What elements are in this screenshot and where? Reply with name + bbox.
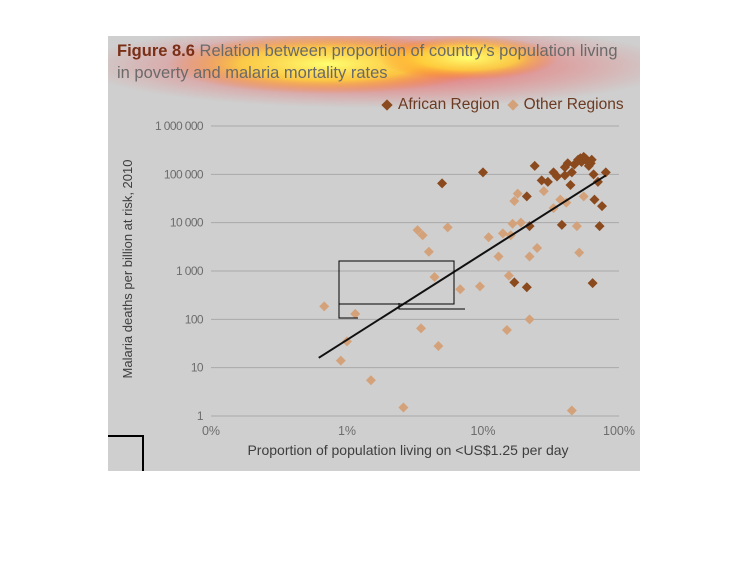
y-axis-label: Malaria deaths per billion at risk, 2010 [120, 160, 135, 379]
y-tick-label: 1 000 [176, 264, 204, 278]
series-african-region [437, 151, 611, 293]
point-other-region [524, 251, 535, 262]
point-other-region [433, 341, 444, 352]
point-african-region [542, 176, 553, 187]
point-other-region [429, 272, 440, 283]
point-other-region [335, 355, 346, 366]
point-african-region [588, 169, 599, 180]
point-other-region [417, 230, 428, 241]
annotation-bracket [338, 303, 465, 319]
point-other-region [365, 375, 376, 386]
point-other-region [524, 314, 535, 325]
point-african-region [566, 167, 577, 178]
corner-bracket [108, 435, 144, 471]
y-tick-label: 10 000 [170, 216, 204, 230]
trend-line [318, 174, 607, 359]
chart-legend: African Region Other Regions [380, 96, 624, 114]
point-african-region [521, 191, 532, 202]
african-diamond-icon [381, 99, 393, 111]
y-tick-label: 100 000 [164, 167, 204, 181]
point-african-region [597, 201, 608, 212]
point-african-region [600, 167, 611, 178]
point-other-region [578, 191, 589, 202]
point-other-region [412, 225, 423, 236]
point-african-region [437, 178, 448, 189]
point-other-region [493, 251, 504, 262]
y-axis-ticks: 1 10 100 1 000 10 000 100 000 1 000 000 [155, 119, 205, 423]
scatter-chart: 1 10 100 1 000 10 000 100 000 1 000 000 0% 1% 10… [120, 119, 635, 458]
point-african-region [478, 167, 488, 178]
gridlines [211, 125, 619, 417]
point-other-region [515, 217, 526, 228]
annotation-boxes [338, 260, 465, 319]
point-african-region [592, 176, 603, 187]
point-other-region [415, 323, 426, 334]
figure-title: Figure 8.6 Relation between proportion o… [117, 40, 632, 84]
point-african-region [551, 171, 562, 182]
legend-item-african: African Region [380, 96, 500, 114]
y-tick-label: 1 [197, 409, 204, 423]
point-other-region [501, 325, 512, 336]
point-other-region [561, 197, 572, 208]
point-other-region [503, 270, 514, 281]
figure-panel: Figure 8.6 Relation between proportion o… [108, 36, 640, 471]
point-other-region [483, 232, 494, 243]
point-other-region [538, 186, 549, 197]
x-axis-label: Proportion of population living on <US$1… [247, 442, 568, 458]
x-tick-label: 100% [603, 424, 635, 438]
point-african-region [509, 277, 520, 288]
point-other-region [532, 242, 543, 253]
x-tick-label: 10% [470, 424, 495, 438]
point-other-region [571, 221, 582, 232]
point-other-region [350, 308, 361, 319]
point-african-region [556, 219, 567, 230]
point-other-region [442, 222, 453, 233]
x-tick-label: 1% [338, 424, 356, 438]
point-african-region [559, 170, 570, 181]
point-african-region [594, 221, 605, 232]
point-african-region [521, 282, 532, 293]
point-other-region [566, 405, 577, 416]
point-african-region [589, 194, 600, 205]
x-axis-ticks: 0% 1% 10% 100% [202, 424, 635, 438]
point-other-region [507, 218, 518, 229]
other-diamond-icon [507, 99, 519, 111]
point-african-region [565, 180, 576, 191]
point-african-region [559, 162, 570, 173]
legend-item-other: Other Regions [506, 96, 624, 114]
point-african-region [524, 221, 535, 232]
point-other-region [455, 284, 466, 295]
point-other-region [423, 246, 434, 257]
point-other-region [319, 301, 330, 312]
y-tick-label: 1 000 000 [155, 119, 204, 133]
point-african-region [587, 278, 598, 289]
point-other-region [497, 228, 508, 239]
figure-label: Figure 8.6 [117, 42, 195, 60]
point-other-region [509, 196, 520, 207]
y-tick-label: 10 [191, 361, 204, 375]
annotation-rect [338, 260, 455, 305]
legend-label-african: African Region [398, 96, 500, 113]
x-tick-label: 0% [202, 424, 220, 438]
y-tick-label: 100 [185, 312, 204, 326]
point-other-region [474, 281, 485, 292]
point-african-region [586, 154, 597, 165]
point-other-region [398, 402, 409, 413]
legend-label-other: Other Regions [523, 96, 624, 113]
point-african-region [529, 160, 540, 171]
point-other-region [512, 188, 523, 199]
point-other-region [574, 247, 585, 258]
